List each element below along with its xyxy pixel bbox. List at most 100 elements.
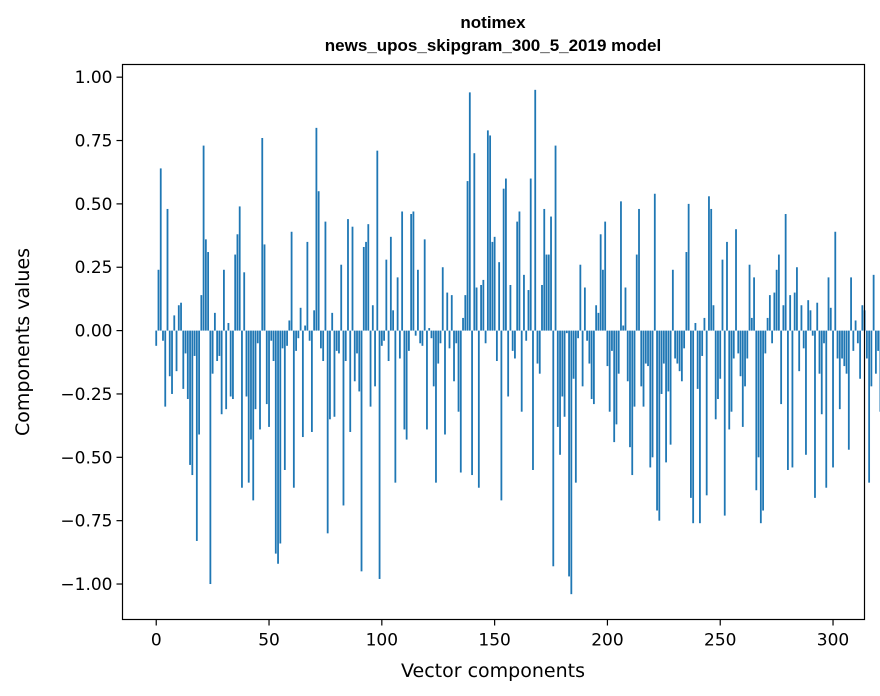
bar-170 (538, 330, 541, 374)
bar-78 (331, 312, 334, 331)
bar-285 (798, 330, 801, 372)
bar-2 (159, 168, 162, 331)
bar-23 (207, 252, 210, 331)
bar-219 (649, 330, 652, 468)
bar-320 (877, 330, 880, 351)
bar-206 (620, 201, 622, 331)
y-tick-label: −0.50 (60, 448, 112, 468)
bar-52 (272, 330, 275, 362)
bar-299 (829, 307, 832, 331)
bar-167 (532, 330, 534, 470)
bar-214 (638, 208, 640, 331)
bar-135 (459, 330, 462, 473)
bar-318 (872, 274, 875, 331)
bar-235 (685, 252, 688, 331)
bar-231 (676, 330, 679, 364)
bar-66 (304, 325, 307, 331)
bar-46 (259, 330, 261, 430)
bar-30 (223, 269, 225, 331)
bar-21 (202, 145, 205, 331)
y-axis-ticks: 1.00 0.75 0.50 0.25 0.00 −0.25 −0.50 −0.75 −1.00 (60, 68, 123, 595)
bar-158 (511, 330, 514, 351)
bar-162 (520, 330, 523, 412)
bar-181 (563, 330, 566, 417)
bar-116 (417, 269, 419, 331)
bar-243 (703, 317, 706, 331)
x-axis-ticks: 0 50 100 150 200 250 300 (151, 619, 849, 651)
bar-230 (674, 330, 677, 359)
bar-180 (561, 330, 564, 397)
bar-6 (168, 330, 171, 377)
bar-283 (793, 292, 796, 331)
bar-71 (315, 127, 318, 331)
bar-250 (719, 330, 722, 379)
bar-313 (861, 305, 864, 331)
bar-210 (629, 330, 631, 448)
bar-82 (340, 264, 343, 331)
bar-122 (430, 330, 433, 339)
bar-306 (845, 330, 848, 374)
bar-131 (450, 295, 453, 331)
bar-118 (421, 330, 424, 346)
bar-204 (615, 330, 618, 425)
bar-107 (396, 277, 399, 331)
chart-title-line-1: notimex (460, 13, 526, 32)
bar-28 (218, 330, 221, 356)
bar-240 (696, 330, 699, 389)
bar-36 (236, 234, 239, 331)
bar-311 (856, 330, 859, 344)
bar-279 (784, 214, 787, 331)
bar-264 (750, 317, 753, 331)
bar-11 (180, 302, 182, 331)
bar-196 (597, 312, 600, 331)
bar-112 (408, 330, 410, 351)
bar-319 (874, 330, 877, 374)
bar-75 (324, 221, 327, 331)
bar-224 (660, 330, 663, 394)
x-tick-label: 300 (817, 631, 849, 651)
bar-125 (437, 330, 440, 364)
bar-259 (739, 330, 742, 377)
bar-312 (859, 330, 861, 379)
bar-244 (705, 330, 708, 496)
x-tick-label: 0 (151, 631, 162, 651)
bar-73 (320, 330, 322, 349)
bar-292 (814, 330, 816, 498)
bar-193 (590, 330, 593, 400)
y-tick-label: −1.00 (60, 575, 112, 595)
bar-185 (572, 330, 575, 379)
bar-12 (182, 330, 185, 389)
bar-156 (507, 330, 510, 397)
bar-5 (166, 208, 169, 331)
bar-241 (699, 330, 701, 524)
bar-307 (847, 330, 850, 450)
bar-211 (631, 330, 634, 476)
bar-102 (385, 259, 388, 331)
bar-138 (466, 181, 469, 331)
bar-239 (694, 322, 697, 331)
bar-291 (811, 330, 814, 336)
bar-153 (500, 330, 503, 501)
bar-61 (292, 330, 295, 488)
bar-191 (586, 330, 589, 341)
bar-54 (277, 330, 279, 564)
bar-317 (870, 330, 873, 387)
bar-110 (403, 330, 406, 430)
bar-308 (850, 277, 852, 331)
bar-305 (843, 330, 846, 367)
bar-38 (241, 330, 243, 488)
bar-273 (771, 330, 774, 344)
bar-26 (213, 312, 216, 331)
bar-144 (480, 284, 482, 331)
bar-258 (737, 330, 740, 354)
bar-268 (759, 330, 762, 524)
bar-195 (595, 305, 598, 331)
bar-223 (658, 330, 661, 521)
bar-29 (220, 330, 223, 415)
bar-316 (868, 330, 871, 483)
bar-256 (732, 330, 735, 359)
bar-275 (775, 269, 778, 331)
bar-37 (238, 206, 241, 331)
bar-298 (827, 277, 830, 331)
bar-270 (764, 330, 767, 354)
